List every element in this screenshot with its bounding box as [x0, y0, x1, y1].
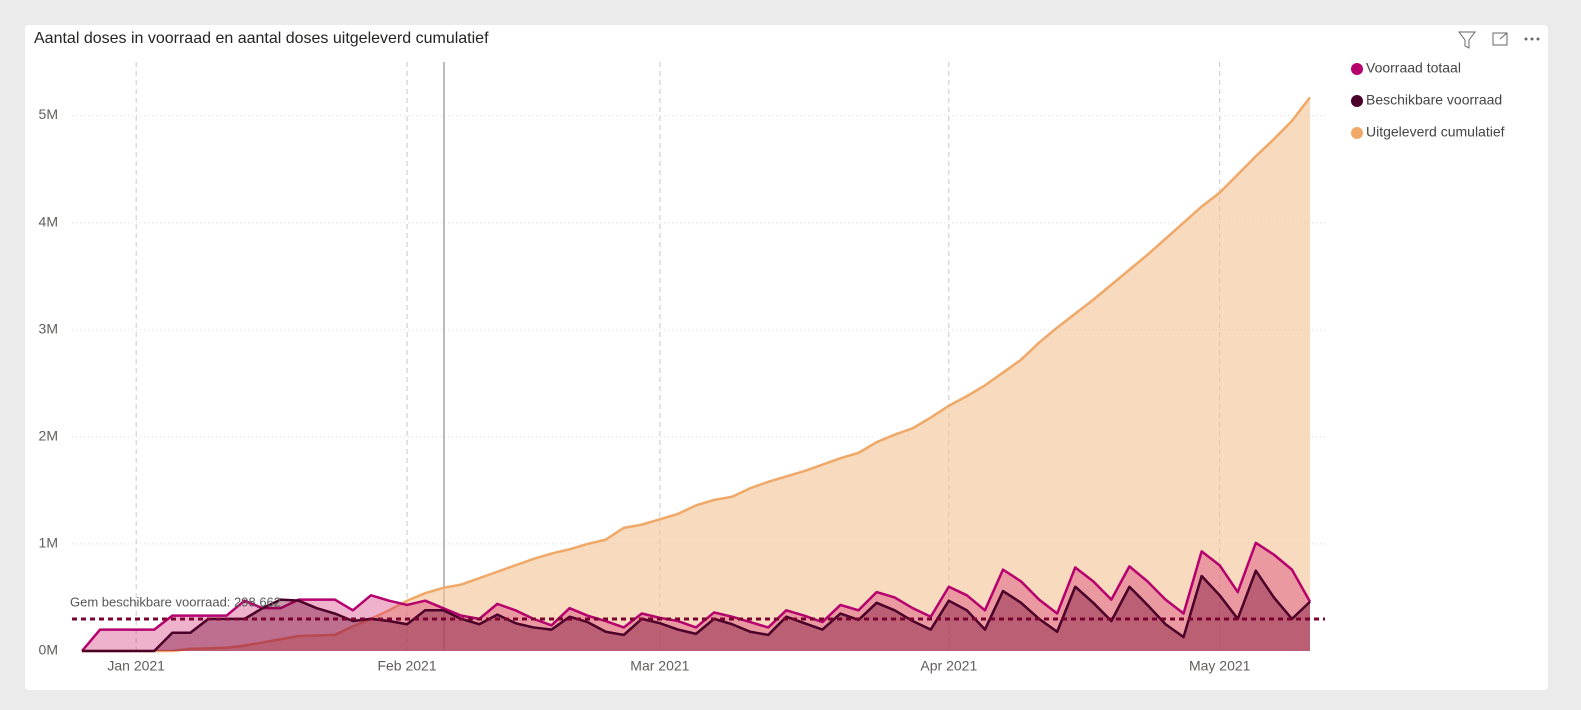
y-tick-label: 5M	[39, 106, 58, 122]
reference-label: Gem beschikbare voorraad: 298,662	[70, 594, 281, 609]
x-tick-label: Apr 2021	[920, 658, 977, 674]
x-tick-label: May 2021	[1189, 658, 1251, 674]
line	[82, 569, 1311, 653]
x-tick-label: Feb 2021	[377, 658, 436, 674]
line	[82, 96, 1311, 653]
x-tick-label: Mar 2021	[630, 658, 689, 674]
x-tick-label: Jan 2021	[107, 658, 165, 674]
focus-icon[interactable]	[1492, 32, 1508, 46]
area	[82, 570, 1310, 651]
chart-title: Aantal doses in voorraad en aantal doses…	[34, 30, 489, 47]
legend-label: Uitgeleverd cumulatief	[1366, 124, 1505, 140]
area	[82, 97, 1310, 652]
line	[81, 541, 1312, 652]
filter-icon[interactable]	[1458, 31, 1476, 49]
y-tick-label: 2M	[39, 428, 58, 444]
legend-marker	[1351, 63, 1363, 75]
y-tick-label: 1M	[39, 535, 58, 551]
y-tick-label: 0M	[39, 642, 58, 658]
legend-marker	[1351, 95, 1363, 107]
legend-label: Voorraad totaal	[1366, 60, 1461, 76]
more-icon[interactable]	[1524, 37, 1540, 41]
legend-label: Beschikbare voorraad	[1366, 92, 1502, 108]
y-tick-label: 3M	[39, 320, 58, 336]
y-tick-label: 4M	[39, 213, 58, 229]
legend-marker	[1351, 127, 1363, 139]
